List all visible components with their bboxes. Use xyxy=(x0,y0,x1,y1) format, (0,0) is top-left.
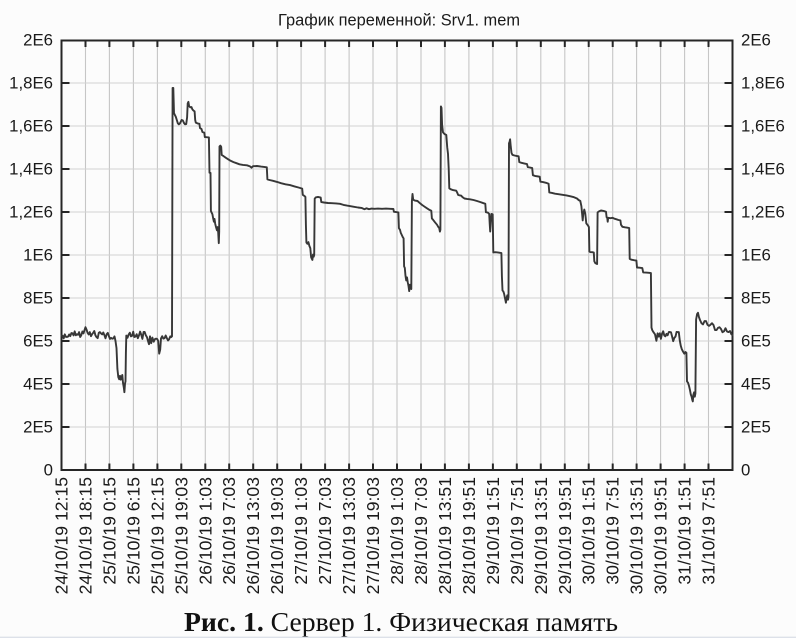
svg-text:24/10/19 18:15: 24/10/19 18:15 xyxy=(76,477,96,595)
svg-text:29/10/19 1:51: 29/10/19 1:51 xyxy=(483,477,503,585)
svg-text:30/10/19 19:51: 30/10/19 19:51 xyxy=(651,477,671,594)
svg-text:27/10/19 7:03: 27/10/19 7:03 xyxy=(315,477,335,585)
svg-text:8E5: 8E5 xyxy=(741,289,771,308)
svg-text:31/10/19 7:51: 31/10/19 7:51 xyxy=(699,477,719,585)
svg-text:8E5: 8E5 xyxy=(23,289,53,308)
svg-text:31/10/19 1:51: 31/10/19 1:51 xyxy=(675,477,695,585)
svg-text:26/10/19 7:03: 26/10/19 7:03 xyxy=(219,477,239,585)
svg-text:28/10/19 13:51: 28/10/19 13:51 xyxy=(435,477,455,594)
svg-text:2E5: 2E5 xyxy=(741,418,771,437)
svg-text:0: 0 xyxy=(44,461,53,480)
svg-text:График переменной: Srv1. mem: График переменной: Srv1. mem xyxy=(278,10,520,29)
svg-text:27/10/19 13:03: 27/10/19 13:03 xyxy=(339,477,359,595)
svg-text:27/10/19 19:03: 27/10/19 19:03 xyxy=(363,477,383,595)
svg-text:2E6: 2E6 xyxy=(741,31,771,50)
svg-text:28/10/19 1:03: 28/10/19 1:03 xyxy=(387,477,407,585)
svg-text:29/10/19 7:51: 29/10/19 7:51 xyxy=(507,477,527,585)
svg-text:0: 0 xyxy=(741,461,750,480)
svg-text:24/10/19 12:15: 24/10/19 12:15 xyxy=(52,477,72,595)
svg-text:29/10/19 19:51: 29/10/19 19:51 xyxy=(555,477,575,594)
svg-text:25/10/19 12:15: 25/10/19 12:15 xyxy=(147,477,167,595)
svg-text:27/10/19 1:03: 27/10/19 1:03 xyxy=(291,477,311,585)
svg-text:4E5: 4E5 xyxy=(741,375,771,394)
svg-text:4E5: 4E5 xyxy=(23,375,53,394)
svg-text:1,2E6: 1,2E6 xyxy=(9,203,53,222)
svg-text:1E6: 1E6 xyxy=(23,246,53,265)
svg-text:Рис. 1. Сервер 1. Физическая п: Рис. 1. Сервер 1. Физическая память xyxy=(184,606,618,637)
svg-text:1,4E6: 1,4E6 xyxy=(741,160,785,179)
svg-text:30/10/19 13:51: 30/10/19 13:51 xyxy=(627,477,647,594)
svg-text:1,4E6: 1,4E6 xyxy=(9,160,53,179)
svg-text:6E5: 6E5 xyxy=(741,332,771,351)
svg-text:28/10/19 7:03: 28/10/19 7:03 xyxy=(411,477,431,585)
svg-text:1E6: 1E6 xyxy=(741,246,771,265)
svg-text:1,6E6: 1,6E6 xyxy=(9,117,53,136)
svg-text:1,6E6: 1,6E6 xyxy=(741,117,785,136)
svg-text:25/10/19 6:15: 25/10/19 6:15 xyxy=(123,477,143,585)
svg-text:30/10/19 1:51: 30/10/19 1:51 xyxy=(579,477,599,585)
svg-text:26/10/19 19:03: 26/10/19 19:03 xyxy=(267,477,287,595)
svg-text:2E5: 2E5 xyxy=(23,418,53,437)
svg-text:28/10/19 19:51: 28/10/19 19:51 xyxy=(459,477,479,594)
svg-text:1,8E6: 1,8E6 xyxy=(741,74,785,93)
svg-text:1,8E6: 1,8E6 xyxy=(9,74,53,93)
svg-text:6E5: 6E5 xyxy=(23,332,53,351)
svg-text:26/10/19 1:03: 26/10/19 1:03 xyxy=(195,477,215,585)
svg-text:25/10/19 19:03: 25/10/19 19:03 xyxy=(171,477,191,595)
svg-text:25/10/19 0:15: 25/10/19 0:15 xyxy=(99,477,119,585)
svg-text:26/10/19 13:03: 26/10/19 13:03 xyxy=(243,477,263,595)
svg-text:29/10/19 13:51: 29/10/19 13:51 xyxy=(531,477,551,594)
svg-text:30/10/19 7:51: 30/10/19 7:51 xyxy=(603,477,623,585)
svg-text:2E6: 2E6 xyxy=(23,31,53,50)
svg-text:1,2E6: 1,2E6 xyxy=(741,203,785,222)
